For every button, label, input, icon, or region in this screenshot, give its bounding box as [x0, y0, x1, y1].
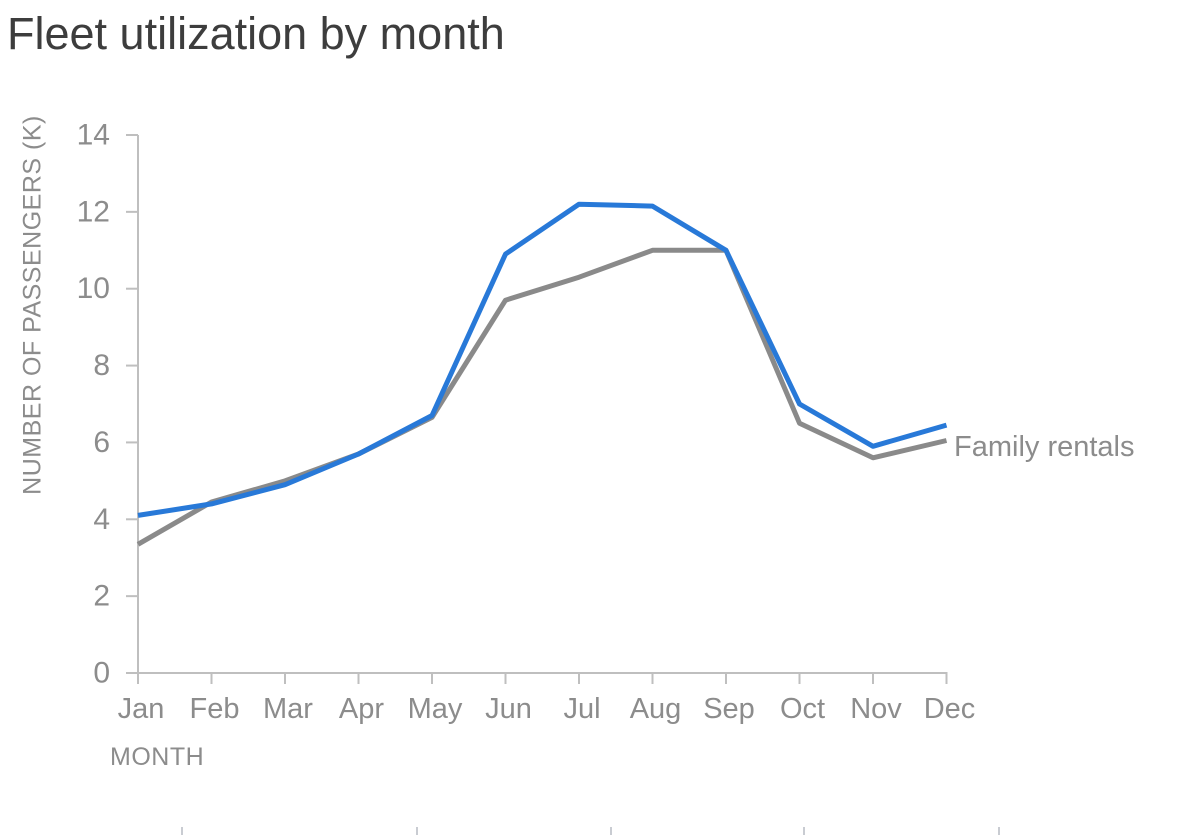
x-tick-label: Dec	[924, 693, 976, 725]
y-tick-label: 2	[93, 580, 110, 613]
x-axis-title: MONTH	[110, 743, 205, 771]
x-tick-label: Sep	[703, 693, 755, 725]
x-tick-label: Oct	[780, 693, 825, 725]
series-line-family-rentals	[136, 247, 948, 547]
bottom-edge-tick-mark	[803, 827, 805, 835]
bottom-edge-tick-mark	[998, 827, 1000, 835]
y-tick-label: 12	[77, 195, 110, 228]
y-axis-title: NUMBER OF PASSENGERS (K)	[18, 115, 47, 495]
x-tick-label: Mar	[263, 693, 313, 725]
x-tick-label: May	[408, 693, 463, 725]
series-end-label: Family rentals	[954, 431, 1135, 463]
x-tick-label: Jan	[118, 693, 165, 725]
x-tick-label: Jul	[563, 693, 600, 725]
x-tick-label: Feb	[190, 693, 240, 725]
x-tick-label: Jun	[485, 693, 532, 725]
y-tick-label: 0	[93, 657, 110, 690]
x-tick-label: Apr	[339, 693, 384, 725]
y-tick-label: 10	[77, 272, 110, 305]
y-tick-label: 4	[93, 503, 110, 536]
bottom-edge-tick-mark	[610, 827, 612, 835]
y-tick-label: 6	[93, 426, 110, 459]
bottom-edge-tick-mark	[181, 827, 183, 835]
y-tick-label: 14	[77, 119, 110, 152]
x-tick-label: Nov	[850, 693, 902, 725]
series-line-unlabeled	[137, 201, 948, 518]
chart-title: Fleet utilization by month	[7, 8, 505, 59]
x-tick-label: Aug	[630, 693, 682, 725]
y-tick-label: 8	[93, 349, 110, 382]
bottom-edge-tick-mark	[416, 827, 418, 835]
